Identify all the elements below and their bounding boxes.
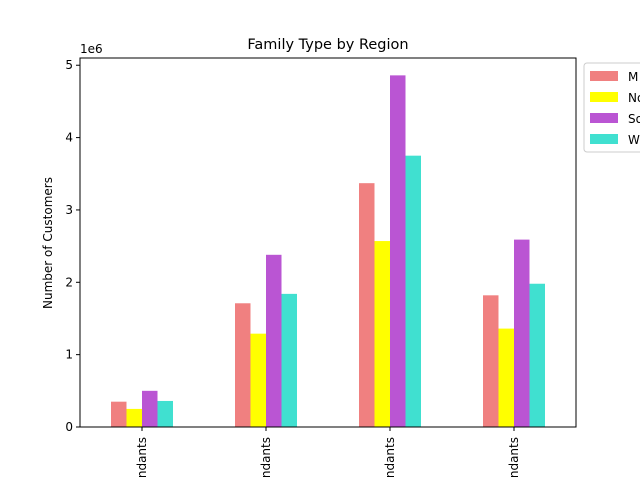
bar bbox=[157, 400, 173, 427]
x-tick-label: ndants bbox=[259, 437, 273, 478]
legend-swatch bbox=[590, 71, 618, 81]
legend-label: M bbox=[628, 70, 638, 84]
y-multiplier-label: 1e6 bbox=[80, 42, 103, 56]
bar bbox=[126, 408, 142, 427]
bar bbox=[266, 254, 282, 427]
x-tick-label: ndants bbox=[135, 437, 149, 478]
legend-swatch bbox=[590, 92, 618, 102]
x-tick-label: ndants bbox=[383, 437, 397, 478]
bars-layer bbox=[111, 75, 545, 428]
legend: M No So W bbox=[583, 62, 640, 153]
y-tick-label: 0 bbox=[65, 420, 73, 434]
legend-label: No bbox=[628, 91, 640, 105]
bar bbox=[281, 293, 297, 427]
legend-label: W bbox=[628, 133, 640, 147]
bar bbox=[390, 75, 406, 427]
bar bbox=[529, 283, 545, 427]
legend-swatch bbox=[590, 134, 618, 144]
bar bbox=[359, 183, 375, 427]
legend-swatch bbox=[590, 113, 618, 123]
bar bbox=[250, 333, 266, 427]
bar bbox=[374, 241, 390, 427]
bar bbox=[111, 401, 127, 427]
legend-label: So bbox=[628, 112, 640, 126]
x-tick-label: ndants bbox=[507, 437, 521, 478]
y-tick-label: 2 bbox=[65, 275, 73, 289]
bar bbox=[142, 390, 158, 427]
chart-title: Family Type by Region bbox=[247, 37, 408, 53]
y-tick-label: 1 bbox=[65, 348, 73, 362]
x-axis: ndants ndants ndants ndants bbox=[135, 427, 521, 478]
y-tick-label: 5 bbox=[65, 58, 73, 72]
bar bbox=[483, 295, 499, 427]
bar bbox=[514, 239, 530, 427]
bar bbox=[498, 328, 514, 427]
legend-box bbox=[583, 62, 640, 153]
bar bbox=[235, 303, 251, 427]
y-axis-label: Number of Customers bbox=[41, 177, 55, 309]
bar bbox=[405, 155, 421, 428]
y-tick-label: 4 bbox=[65, 131, 73, 145]
y-tick-label: 3 bbox=[65, 203, 73, 217]
plot-frame bbox=[79, 57, 577, 428]
y-axis: 0 1 2 3 4 5 bbox=[65, 58, 80, 434]
